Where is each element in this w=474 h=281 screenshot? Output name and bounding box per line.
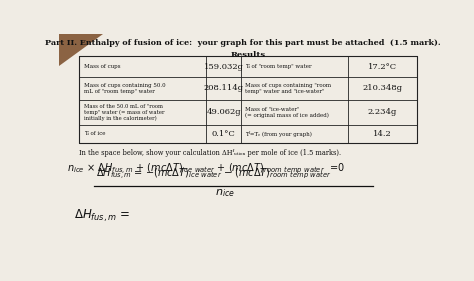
- Text: $\it{n}_{ice}$: $\it{n}_{ice}$: [215, 187, 235, 199]
- Text: Mass of cups: Mass of cups: [84, 64, 120, 69]
- Text: Tᶠ=Tₑ (from your graph): Tᶠ=Tₑ (from your graph): [246, 131, 312, 137]
- Text: 2.234g: 2.234g: [368, 108, 397, 116]
- Text: $\it{\Delta H}_{fus,m}$ = $-\it{(mc\Delta T)}_{ice\ water}$ − $\it{(mc\Delta T)}: $\it{\Delta H}_{fus,m}$ = $-\it{(mc\Delt…: [96, 166, 332, 181]
- Text: 14.2: 14.2: [373, 130, 392, 138]
- Text: $\it{n}_{ice}$ × $\it{\Delta H}_{fus,m}$ + $\it{(mc\Delta T)}_{ice\ water}$ + $\: $\it{n}_{ice}$ × $\it{\Delta H}_{fus,m}$…: [66, 161, 345, 176]
- Text: Mass of "ice-water"
(= original mass of ice added): Mass of "ice-water" (= original mass of …: [246, 107, 329, 118]
- Text: In the space below, show your calculation ΔHᶠᵤₜᵢₒₙ per mole of ice (1.5 marks).: In the space below, show your calculatio…: [80, 149, 342, 157]
- Text: Results: Results: [231, 51, 266, 60]
- Text: 159.032g: 159.032g: [204, 63, 244, 71]
- Text: 208.114g: 208.114g: [203, 84, 244, 92]
- Text: Mass of cups containing "room
temp" water and "ice-water": Mass of cups containing "room temp" wate…: [246, 83, 332, 94]
- Text: 210.348g: 210.348g: [363, 84, 402, 92]
- Text: $\it{\Delta H}_{fus,m}$ =: $\it{\Delta H}_{fus,m}$ =: [74, 207, 130, 224]
- Text: Part II. Enthalpy of fusion of ice:  your graph for this part must be attached  : Part II. Enthalpy of fusion of ice: your…: [45, 39, 441, 47]
- Text: Tᵢ of ice: Tᵢ of ice: [84, 131, 105, 136]
- Text: Mass of the 50.0 mL of "room
temp" water (= mass of water
initially in the calor: Mass of the 50.0 mL of "room temp" water…: [84, 104, 164, 121]
- Polygon shape: [59, 34, 103, 66]
- Text: Tᵢ of "room temp" water: Tᵢ of "room temp" water: [246, 64, 312, 69]
- Text: 0.1°C: 0.1°C: [212, 130, 236, 138]
- Text: 49.062g: 49.062g: [206, 108, 241, 116]
- Text: Mass of cups containing 50.0
mL of "room temp" water: Mass of cups containing 50.0 mL of "room…: [84, 83, 165, 94]
- Text: 17.2°C: 17.2°C: [368, 63, 397, 71]
